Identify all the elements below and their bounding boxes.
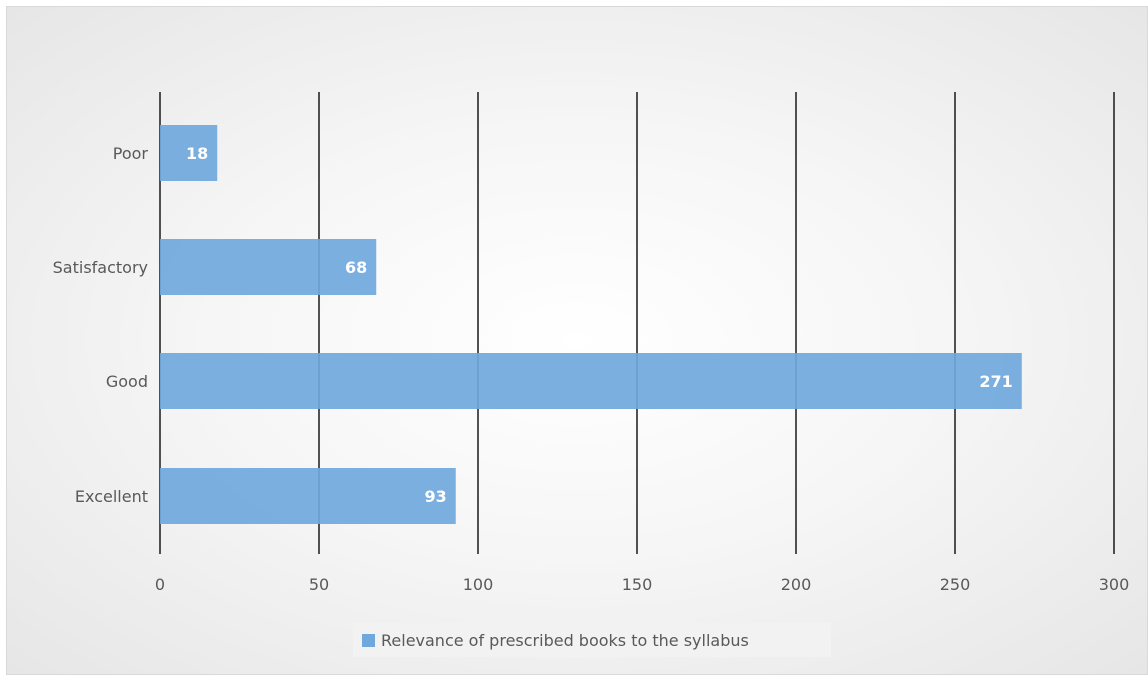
- data-label-poor: 18: [186, 144, 208, 163]
- bar-satisfactory: [160, 239, 377, 295]
- x-tick-label: 300: [1099, 575, 1130, 594]
- data-label-good: 271: [979, 372, 1012, 391]
- category-label-excellent: Excellent: [75, 487, 148, 506]
- x-tick-label: 100: [463, 575, 494, 594]
- x-tick-label: 50: [309, 575, 329, 594]
- data-labels: 18 68 271 93: [186, 144, 1013, 506]
- x-tick-label: 200: [781, 575, 812, 594]
- category-label-satisfactory: Satisfactory: [53, 258, 148, 277]
- bar-excellent: [160, 468, 456, 524]
- bars: [160, 125, 1022, 524]
- x-axis-tick-labels: 0 50 100 150 200 250 300: [155, 575, 1129, 594]
- x-tick-label: 0: [155, 575, 165, 594]
- legend: Relevance of prescribed books to the syl…: [353, 623, 831, 657]
- y-axis-category-labels: Poor Satisfactory Good Excellent: [53, 144, 149, 506]
- x-tick-label: 150: [622, 575, 653, 594]
- legend-label: Relevance of prescribed books to the syl…: [381, 630, 749, 650]
- legend-swatch: [362, 633, 375, 647]
- category-label-poor: Poor: [113, 144, 149, 163]
- chart-area: [6, 6, 1148, 675]
- category-label-good: Good: [106, 372, 148, 391]
- x-tick-label: 250: [940, 575, 971, 594]
- bar-poor: [160, 125, 218, 181]
- bar-good: [160, 353, 1022, 409]
- data-label-excellent: 93: [424, 487, 446, 506]
- data-label-satisfactory: 68: [345, 258, 367, 277]
